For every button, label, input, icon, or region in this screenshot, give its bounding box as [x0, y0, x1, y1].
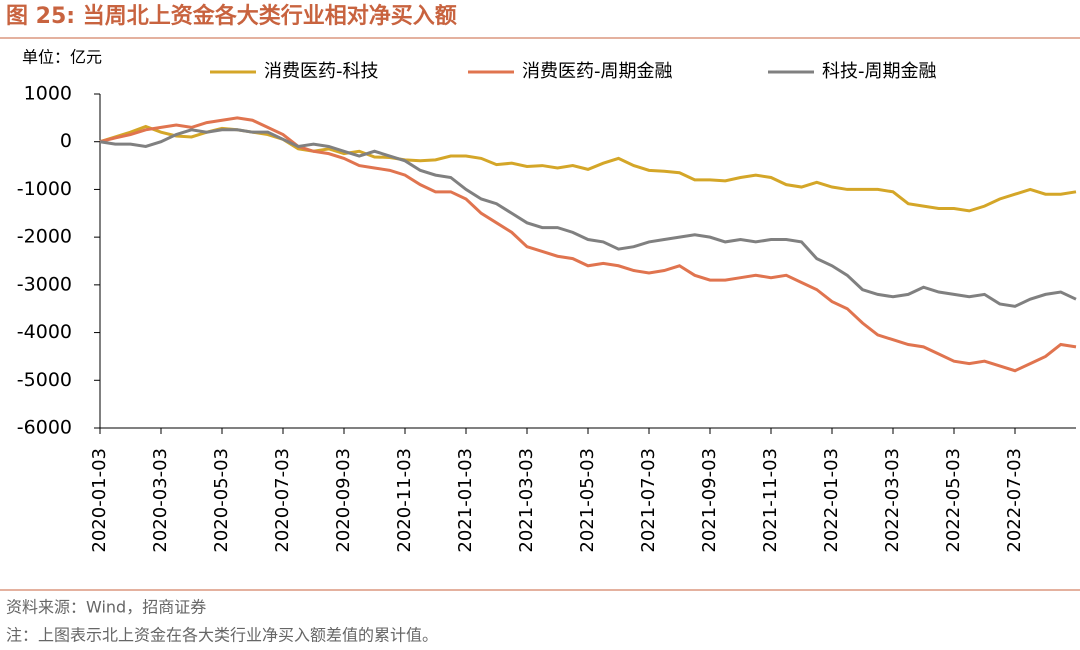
- x-tick-label: 2020-07-03: [272, 448, 293, 553]
- y-tick-label: -6000: [17, 417, 72, 439]
- y-tick-label: -1000: [17, 178, 72, 200]
- x-tick-label: 2021-09-03: [699, 448, 720, 553]
- chart-title: 图 25: 当周北上资金各大类行业相对净买入额: [6, 3, 457, 29]
- x-tick-label: 2020-11-03: [394, 448, 415, 553]
- x-tick-label: 2022-01-03: [821, 448, 842, 553]
- legend-label: 科技-周期金融: [822, 61, 937, 82]
- source: 资料来源：Wind，招商证券: [6, 598, 206, 617]
- x-tick-label: 2021-01-03: [455, 448, 476, 553]
- x-tick-label: 2020-01-03: [89, 448, 110, 553]
- legend-label: 消费医药-周期金融: [522, 61, 673, 82]
- x-tick-label: 2022-07-03: [1004, 448, 1025, 553]
- y-tick-label: -5000: [17, 369, 72, 391]
- y-tick-label: -2000: [17, 226, 72, 248]
- x-tick-label: 2020-03-03: [150, 448, 171, 553]
- note: 注：上图表示北上资金在各大类行业净买入额差值的累计值。: [6, 626, 438, 645]
- x-tick-label: 2021-05-03: [577, 448, 598, 553]
- legend-label: 消费医药-科技: [264, 61, 379, 82]
- y-tick-label: -4000: [17, 321, 72, 343]
- x-tick-label: 2020-05-03: [211, 448, 232, 553]
- x-tick-label: 2021-07-03: [638, 448, 659, 553]
- series-line: [99, 124, 1077, 213]
- y-tick-label: -3000: [17, 273, 72, 295]
- series-line: [99, 128, 1077, 308]
- x-tick-label: 2022-05-03: [943, 448, 964, 553]
- x-tick-label: 2021-03-03: [516, 448, 537, 553]
- y-unit-label: 单位：亿元: [22, 48, 102, 67]
- x-tick-label: 2022-03-03: [882, 448, 903, 553]
- x-tick-label: 2020-09-03: [333, 448, 354, 553]
- y-tick-label: 0: [60, 130, 72, 152]
- x-tick-label: 2021-11-03: [760, 448, 781, 553]
- y-tick-label: 1000: [24, 83, 72, 105]
- series-line: [99, 116, 1077, 373]
